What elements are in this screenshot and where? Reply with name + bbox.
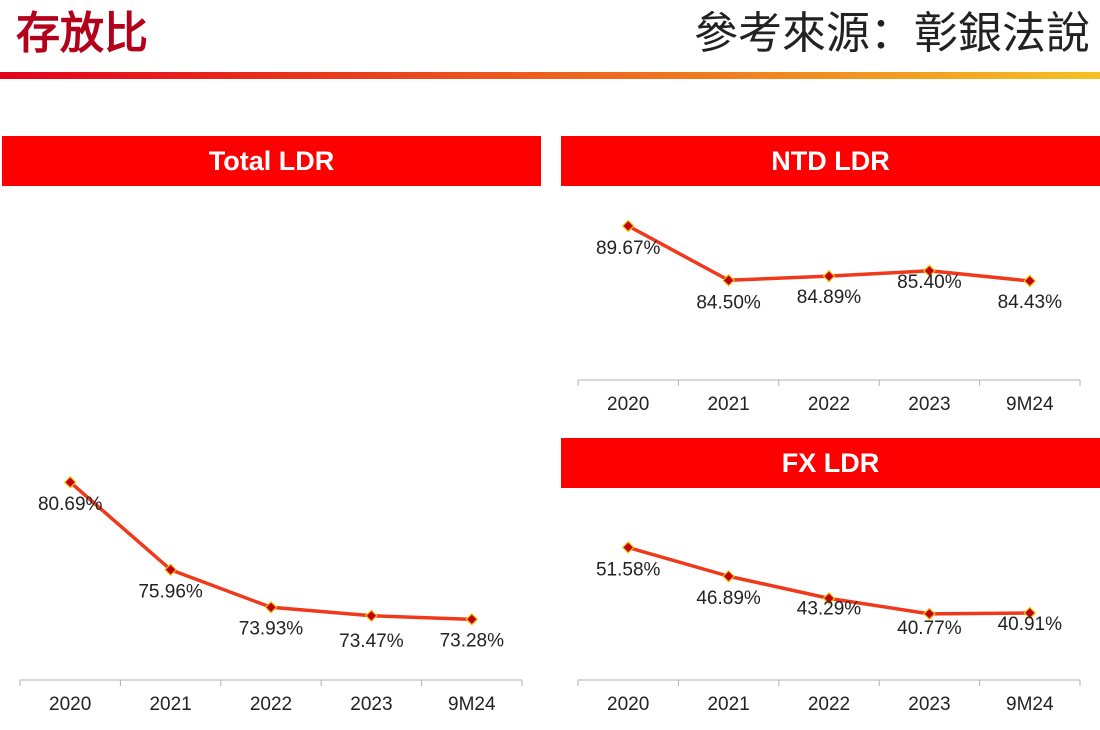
- total-ldr-tick-label: 2023: [350, 694, 392, 715]
- total-ldr-data-label: 73.28%: [440, 630, 505, 651]
- fx-ldr-data-point: [923, 607, 936, 621]
- title-divider: [0, 72, 1100, 79]
- total-ldr-data-point: [465, 612, 479, 626]
- ntd-ldr-data-label: 85.40%: [897, 272, 962, 293]
- ntd-ldr-data-label: 84.43%: [998, 292, 1063, 313]
- ntd-ldr-data-label: 84.50%: [696, 292, 761, 313]
- total-ldr-tick-label: 9M24: [448, 694, 496, 715]
- fx-ldr-data-point: [621, 541, 635, 554]
- fx-ldr-data-point: [722, 569, 735, 583]
- total-ldr-series-line: [69, 480, 472, 622]
- ntd-ldr-data-label: 89.67%: [596, 238, 661, 259]
- total-ldr-data-label: 75.96%: [138, 582, 203, 603]
- ntd-ldr-data-point: [1023, 274, 1037, 288]
- page-title: 存放比: [16, 8, 148, 59]
- total-ldr-data-label: 73.93%: [239, 618, 304, 639]
- fx-ldr-data-label: 51.58%: [596, 559, 661, 580]
- fx-ldr-data-point: [822, 592, 836, 605]
- ntd-ldr-data-point: [822, 269, 836, 283]
- fx-ldr-data-label: 46.89%: [696, 588, 761, 609]
- total-ldr-data-point: [365, 609, 378, 623]
- fx-ldr-tick-label: 2023: [908, 694, 950, 715]
- total-ldr-data-label: 80.69%: [38, 494, 103, 515]
- total-ldr-data-point: [264, 600, 278, 614]
- ntd-ldr-header: NTD LDR: [561, 136, 1100, 186]
- ntd-ldr-data-point: [621, 219, 635, 233]
- fx-ldr-data-point: [1023, 606, 1037, 620]
- fx-ldr-tick-label: 9M24: [1006, 694, 1054, 715]
- ntd-ldr-tick-label: 9M24: [1006, 394, 1054, 415]
- total-ldr-tick-label: 2022: [250, 694, 292, 715]
- total-ldr-data-label: 73.47%: [339, 631, 404, 652]
- fx-ldr-data-label: 40.91%: [998, 614, 1063, 635]
- total-ldr-data-point: [63, 475, 77, 489]
- total-ldr-tick-label: 2021: [149, 694, 191, 715]
- total-ldr-chart: 2020 2021 2022 2023 9M24 80.69% 75.96% 73.93% 73…: [19, 475, 523, 715]
- ntd-ldr-data-point: [923, 264, 936, 278]
- total-ldr-data-point: [164, 563, 177, 577]
- fx-ldr-tick-label: 2022: [808, 694, 850, 715]
- source-label: 參考來源：彰銀法說: [694, 8, 1090, 59]
- fx-ldr-tick-label: 2021: [707, 694, 749, 715]
- total-ldr-tick-label: 2020: [49, 694, 91, 715]
- ntd-ldr-data-point: [722, 273, 735, 287]
- fx-ldr-data-label: 40.77%: [897, 618, 962, 639]
- fx-ldr-data-label: 43.29%: [797, 598, 862, 619]
- ntd-ldr-tick-label: 2023: [908, 394, 950, 415]
- fx-ldr-tick-label: 2020: [607, 694, 649, 715]
- ntd-ldr-chart: 2020 2021 2022 2023 9M24 89.67% 84.50% 84.89% 85…: [577, 219, 1081, 415]
- fx-ldr-chart: 2020 2021 2022 2023 9M24 51.58% 46.89% 43.29% 40…: [577, 541, 1081, 715]
- ntd-ldr-tick-label: 2020: [607, 394, 649, 415]
- total-ldr-header: Total LDR: [2, 136, 541, 186]
- ntd-ldr-tick-label: 2021: [707, 394, 749, 415]
- fx-ldr-header: FX LDR: [561, 438, 1100, 488]
- ntd-ldr-data-label: 84.89%: [797, 287, 862, 308]
- ntd-ldr-tick-label: 2022: [808, 394, 850, 415]
